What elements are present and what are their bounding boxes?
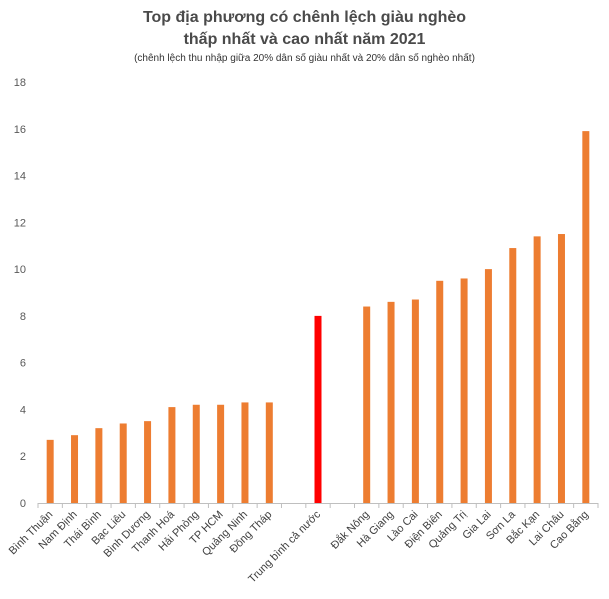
bar	[557, 234, 565, 503]
bar	[168, 407, 176, 503]
bar	[484, 269, 492, 503]
y-tick-label: 0	[20, 498, 26, 510]
y-tick-label: 18	[14, 77, 26, 89]
y-tick-label: 12	[14, 217, 26, 229]
bar	[46, 439, 54, 503]
y-tick-label: 14	[14, 171, 26, 183]
bar	[119, 423, 127, 503]
bar	[144, 421, 152, 503]
y-tick-label: 4	[20, 404, 26, 416]
bar	[387, 301, 395, 503]
chart-title-line1: Top địa phương có chênh lệch giàu nghèo	[142, 9, 467, 26]
y-tick-label: 10	[14, 264, 26, 276]
y-tick-label: 6	[20, 358, 26, 370]
bar	[460, 278, 468, 503]
bar	[509, 248, 517, 503]
bar	[533, 236, 541, 503]
y-tick-label: 2	[20, 451, 26, 463]
y-tick-label: 16	[14, 124, 26, 136]
bar	[411, 299, 419, 503]
bar	[582, 131, 590, 503]
bar	[314, 315, 322, 503]
bar	[71, 435, 79, 503]
bar	[436, 280, 444, 503]
bar	[217, 404, 225, 503]
y-tick-label: 8	[20, 311, 26, 323]
chart-title-line2: thấp nhất và cao nhất năm 2021	[183, 31, 426, 48]
chart-subtitle: (chênh lệch thu nhập giữa 20% dân số già…	[134, 53, 475, 64]
bar	[192, 404, 200, 503]
bar	[363, 306, 371, 503]
bar	[95, 428, 103, 503]
bar	[241, 402, 249, 503]
bar	[265, 402, 273, 503]
